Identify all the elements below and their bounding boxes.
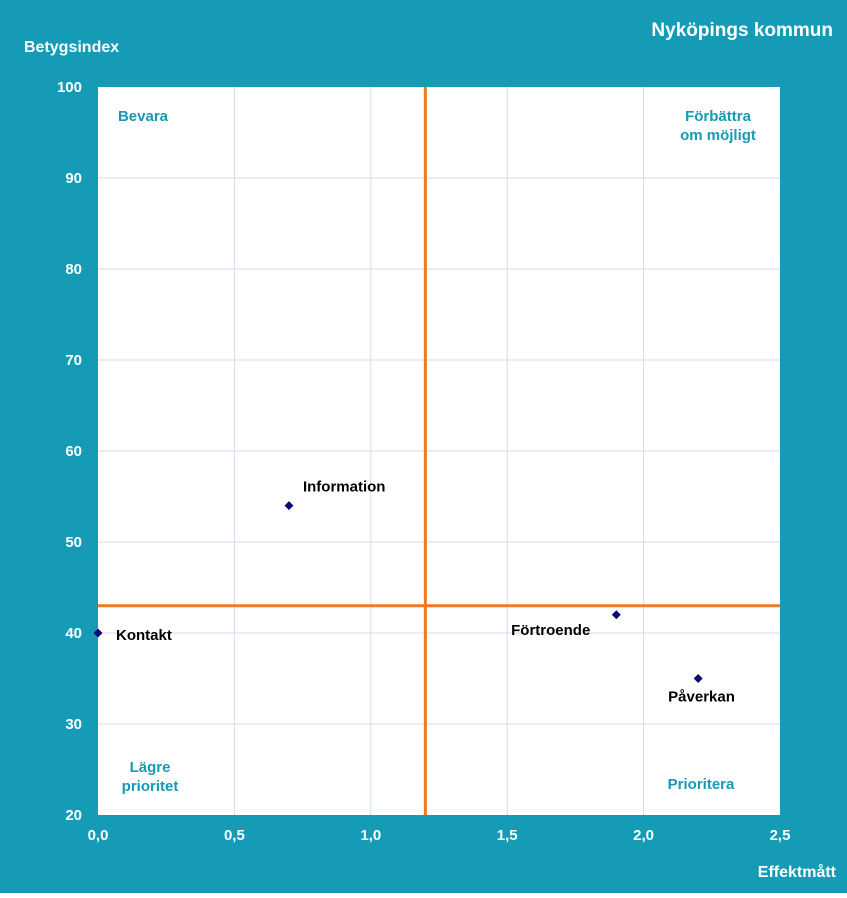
y-tick-label: 60: [65, 443, 82, 460]
data-points: Kontakt Information Förtroende Påverkan: [93, 479, 735, 706]
y-tick-label: 20: [65, 807, 82, 824]
reference-lines: [98, 87, 780, 815]
y-tick-label: 90: [65, 170, 82, 187]
y-axis-label: Betygsindex: [24, 39, 119, 56]
data-point-label: Förtroende: [511, 622, 590, 639]
y-tick-label: 80: [65, 261, 82, 278]
quadrant-label-bottom-left: Lägre: [130, 759, 171, 776]
data-point-label: Påverkan: [668, 689, 735, 706]
quadrant-label-top-left: Bevara: [118, 108, 169, 125]
quadrant-label-bottom-left: prioritet: [122, 778, 179, 795]
data-point-marker: [611, 610, 621, 620]
data-point-label: Information: [303, 479, 386, 496]
axis-ticks: 20 30 40 50 60 70 80 90 100 0,0 0,5 1,0 1,5 2,0 2,5: [57, 79, 790, 844]
x-axis-label: Effektmått: [758, 863, 837, 881]
x-tick-label: 0,0: [88, 827, 109, 844]
x-tick-label: 1,0: [360, 827, 381, 844]
chart-title: Nyköpings kommun: [651, 20, 833, 41]
x-tick-label: 2,0: [633, 827, 654, 844]
y-tick-label: 100: [57, 79, 82, 96]
quadrant-label-bottom-right: Prioritera: [668, 776, 735, 793]
x-tick-label: 0,5: [224, 827, 245, 844]
y-tick-label: 70: [65, 352, 82, 369]
y-tick-label: 30: [65, 716, 82, 733]
data-point-label: Kontakt: [116, 627, 172, 644]
x-tick-label: 2,5: [770, 827, 791, 844]
quadrant-labels: Bevara Förbättra om möjligt Lägre prioritet P…: [118, 108, 756, 795]
quadrant-label-top-right: Förbättra: [685, 108, 751, 125]
gridlines: [98, 87, 780, 815]
x-tick-label: 1,5: [497, 827, 518, 844]
data-point-marker: [284, 501, 294, 511]
data-point-marker: [93, 628, 103, 638]
y-tick-label: 50: [65, 534, 82, 551]
y-tick-label: 40: [65, 625, 82, 642]
quadrant-label-top-right: om möjligt: [680, 127, 756, 144]
data-point-marker: [693, 674, 703, 683]
